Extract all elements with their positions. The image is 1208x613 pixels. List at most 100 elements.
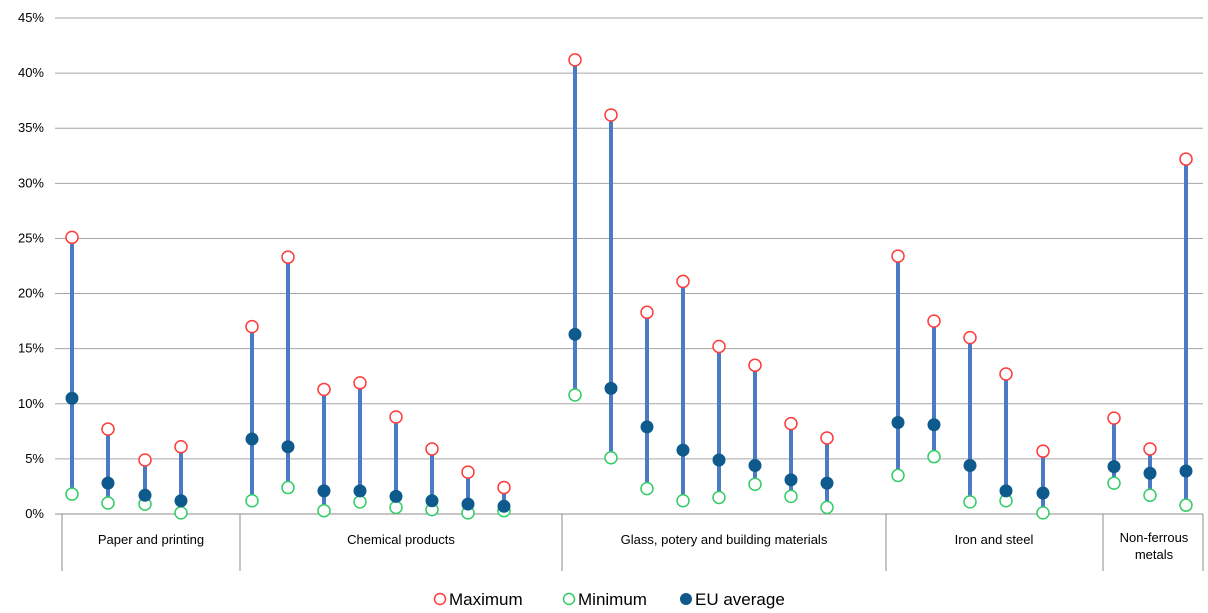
- max-marker: [963, 330, 977, 345]
- min-marker: [568, 388, 582, 402]
- range-bar: [466, 472, 470, 513]
- min-marker: [389, 500, 403, 515]
- y-tick-label: 0%: [25, 506, 44, 521]
- avg-marker: [999, 484, 1013, 498]
- x-axis: Paper and printing Chemical products Glass…: [61, 514, 1204, 571]
- avg-marker: [784, 473, 798, 487]
- avg-marker: [820, 476, 834, 490]
- y-tick-label: 40%: [18, 65, 44, 80]
- min-marker: [1179, 498, 1193, 512]
- avg-marker: [245, 432, 259, 446]
- avg-marker: [1179, 464, 1193, 478]
- avg-marker: [891, 416, 905, 430]
- max-marker: [712, 339, 726, 354]
- avg-marker: [461, 497, 475, 511]
- range-bar: [789, 423, 793, 497]
- min-marker: [101, 496, 115, 510]
- markers: [65, 53, 1193, 520]
- avg-marker: [927, 418, 941, 432]
- range-bar: [430, 448, 434, 510]
- legend-label: Minimum: [578, 590, 647, 609]
- min-marker: [820, 500, 834, 515]
- min-marker: [1036, 506, 1050, 520]
- max-marker: [245, 319, 259, 334]
- y-tick-label: 30%: [18, 175, 44, 190]
- min-marker: [1143, 488, 1157, 503]
- range-bar: [645, 312, 649, 489]
- range-bar: [70, 237, 74, 495]
- min-marker: [353, 495, 367, 509]
- range-bar: [1004, 374, 1008, 501]
- avg-marker: [1036, 486, 1050, 500]
- range-bar: [573, 59, 577, 395]
- y-tick-label: 35%: [18, 120, 44, 135]
- range-bar: [825, 437, 829, 508]
- avg-marker: [676, 443, 690, 457]
- max-marker: [640, 305, 654, 320]
- avg-marker: [389, 489, 403, 503]
- avg-marker: [712, 453, 726, 467]
- max-marker: [425, 442, 439, 456]
- min-marker: [640, 481, 654, 496]
- legend-marker: [562, 592, 576, 606]
- max-marker: [1036, 444, 1050, 458]
- min-marker: [784, 489, 798, 504]
- group-label: Paper and printing: [98, 532, 204, 547]
- group-label: Chemical products: [347, 532, 455, 547]
- max-marker: [820, 431, 834, 445]
- y-tick-label: 15%: [18, 341, 44, 356]
- range-bar: [932, 321, 936, 457]
- min-marker: [604, 451, 618, 465]
- min-marker: [65, 487, 79, 501]
- min-marker: [281, 480, 295, 495]
- range-bar: [717, 346, 721, 498]
- range-bar: [681, 281, 685, 501]
- min-marker: [317, 503, 331, 518]
- avg-marker: [963, 459, 977, 473]
- max-marker: [138, 453, 152, 467]
- avg-marker: [1107, 460, 1121, 474]
- max-marker: [1107, 411, 1121, 425]
- range-bar: [394, 417, 398, 508]
- min-marker: [748, 477, 762, 491]
- max-marker: [497, 480, 511, 495]
- range-bar: [286, 257, 290, 488]
- group-label: Non-ferrous: [1120, 530, 1189, 545]
- min-marker: [963, 495, 977, 509]
- avg-marker: [174, 494, 188, 508]
- max-marker: [461, 465, 475, 479]
- legend-label: EU average: [695, 590, 785, 609]
- y-tick-label: 25%: [18, 230, 44, 245]
- max-marker: [101, 422, 115, 436]
- group-label: Glass, potery and building materials: [621, 532, 828, 547]
- y-tick-label: 5%: [25, 451, 44, 466]
- range-bar: [322, 389, 326, 511]
- max-marker: [317, 382, 331, 397]
- legend-marker: [680, 593, 692, 605]
- avg-marker: [568, 327, 582, 341]
- range-bar: [179, 446, 183, 513]
- range-bar: [106, 429, 110, 503]
- min-marker: [891, 468, 905, 483]
- legend: Maximum Minimum EU average: [433, 590, 785, 609]
- avg-marker: [497, 499, 511, 513]
- min-marker: [676, 494, 690, 508]
- avg-marker: [138, 488, 152, 502]
- max-marker: [1179, 152, 1193, 166]
- range-bar: [250, 326, 254, 501]
- max-marker: [999, 367, 1013, 381]
- range-bar: [896, 256, 900, 476]
- avg-marker: [748, 459, 762, 473]
- range-bar: [502, 487, 506, 511]
- max-marker: [676, 274, 690, 289]
- range-bar: [1112, 418, 1116, 484]
- gridlines: [55, 17, 1203, 515]
- max-marker: [927, 314, 941, 328]
- range-bar: [753, 365, 757, 485]
- group-label: metals: [1135, 547, 1174, 562]
- max-marker: [891, 249, 905, 263]
- legend-label: Maximum: [449, 590, 523, 609]
- max-marker: [1143, 442, 1157, 456]
- avg-marker: [640, 420, 654, 434]
- range-bar: [609, 114, 613, 458]
